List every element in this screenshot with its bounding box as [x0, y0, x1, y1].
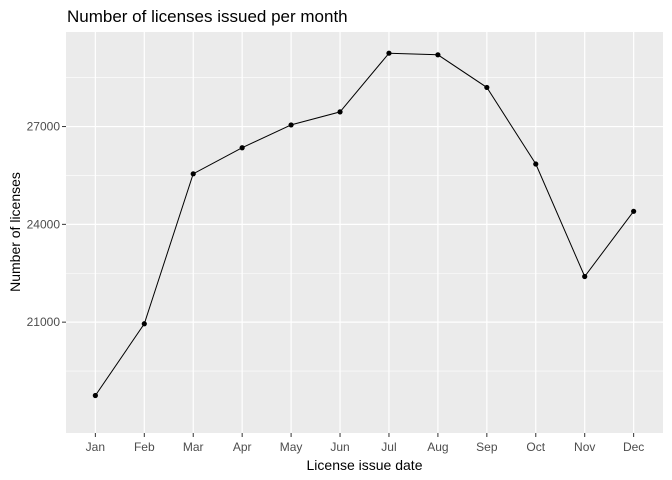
data-point	[141, 321, 147, 327]
data-point	[386, 50, 392, 56]
plot-panel	[66, 32, 663, 433]
x-tick-label: Feb	[134, 440, 155, 454]
major-gridlines	[66, 32, 663, 433]
y-tick-label: 27000	[27, 120, 61, 134]
x-tick-label: Jan	[86, 440, 105, 454]
x-tick-label: Jul	[381, 440, 396, 454]
data-point	[533, 161, 539, 167]
x-tick-label: Dec	[623, 440, 644, 454]
series-layer	[92, 50, 637, 399]
data-point	[239, 145, 245, 151]
data-point	[435, 52, 441, 58]
y-tick-label: 21000	[27, 315, 61, 329]
minor-gridlines	[66, 77, 663, 372]
data-point	[288, 122, 294, 128]
axes: 21000 24000 27000 Jan Feb Mar Apr May Jun Jul Aug S…	[27, 120, 645, 454]
x-tick-label: Mar	[183, 440, 204, 454]
data-point	[484, 84, 490, 91]
data-point	[337, 109, 343, 115]
data-point	[631, 208, 637, 214]
series-line	[94, 52, 634, 396]
y-axis-title: Number of licenses	[7, 172, 23, 292]
chart-title: Number of licenses issued per month	[67, 7, 348, 26]
x-tick-label: Oct	[526, 440, 545, 454]
x-tick-label: Apr	[233, 440, 252, 454]
x-tick-label: May	[280, 440, 303, 454]
data-point	[190, 171, 196, 177]
x-tick-label: Sep	[476, 440, 498, 454]
data-point	[92, 392, 98, 399]
x-axis-title: License issue date	[307, 457, 423, 473]
y-tick-label: 24000	[27, 217, 61, 231]
x-tick-label: Aug	[427, 440, 448, 454]
x-tick-label: Jun	[330, 440, 349, 454]
x-tick-label: Nov	[574, 440, 595, 454]
data-point	[582, 273, 588, 280]
